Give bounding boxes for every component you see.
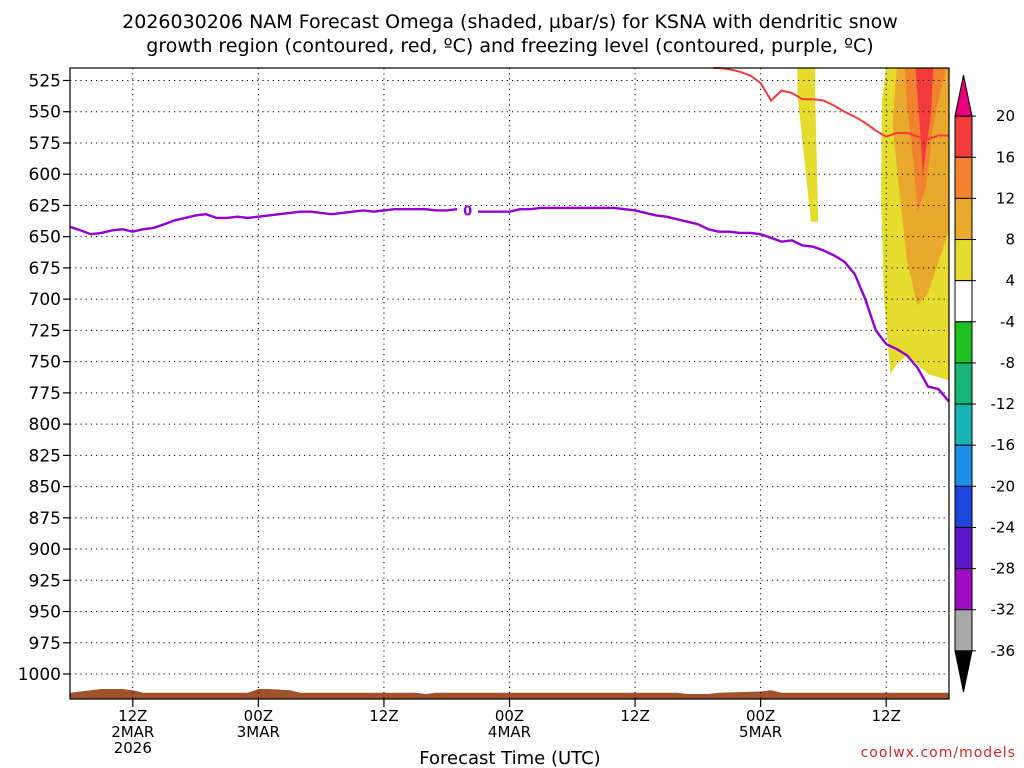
y-tick-label-600: 600 xyxy=(29,165,61,185)
colorbar-swatch-12 xyxy=(954,568,973,611)
colorbar-swatch-13 xyxy=(954,609,973,652)
colorbar: 20 16 12 8 4 -4 -8 -12 -16 -20 -24 -28 -32 -36 xyxy=(954,74,1016,693)
y-tick-label-625: 625 xyxy=(29,196,61,216)
y-tick-label-1000: 1000 xyxy=(18,665,61,685)
x-tick-label-18-0: 00Z xyxy=(244,707,273,725)
y-tick-label-725: 725 xyxy=(29,321,61,341)
chart-title-line-2: growth region (contoured, red, ºC) and f… xyxy=(146,35,873,57)
x-tick-label-66-1: 5MAR xyxy=(739,723,782,741)
colorbar-label-1: 16 xyxy=(996,148,1015,166)
colorbar-label-9: -20 xyxy=(991,477,1016,495)
y-tick-label-850: 850 xyxy=(29,478,61,498)
y-tick-label-750: 750 xyxy=(29,353,61,373)
colorbar-swatch-6 xyxy=(954,321,973,364)
colorbar-label-8: -16 xyxy=(991,436,1016,454)
colorbar-swatch-2 xyxy=(954,156,973,199)
x-tick-label-18-1: 3MAR xyxy=(237,723,280,741)
colorbar-label-10: -24 xyxy=(991,518,1016,536)
colorbar-label-7: -12 xyxy=(991,395,1016,413)
colorbar-label-2: 12 xyxy=(996,189,1015,207)
x-tick-label-66-0: 00Z xyxy=(746,707,775,725)
x-tick-label-42-1: 4MAR xyxy=(488,723,531,741)
colorbar-swatch-7 xyxy=(954,362,973,405)
colorbar-swatch-4 xyxy=(954,239,973,282)
x-tick-label-6-0: 12Z xyxy=(118,707,147,725)
colorbar-arrow-bottom xyxy=(954,650,973,693)
grid-lines xyxy=(70,68,949,699)
y-tick-label-925: 925 xyxy=(29,571,61,591)
freezing-level-line-east xyxy=(478,206,950,403)
colorbar-swatch-9 xyxy=(954,444,973,487)
y-tick-label-950: 950 xyxy=(29,603,61,623)
freezing-level-label: 0 xyxy=(463,204,472,219)
y-tick-label-825: 825 xyxy=(29,446,61,466)
x-tick-label-54-0: 12Z xyxy=(620,707,649,725)
y-axis-ticks: 525 550 575 600 625 650 675 700 725 750 775 800 825 8… xyxy=(18,71,70,685)
y-tick-label-775: 775 xyxy=(29,384,61,404)
colorbar-label-11: -28 xyxy=(991,560,1016,578)
colorbar-label-0: 20 xyxy=(996,107,1015,125)
y-tick-label-800: 800 xyxy=(29,415,61,435)
colorbar-swatch-11 xyxy=(954,526,973,570)
y-tick-label-575: 575 xyxy=(29,134,61,154)
freezing-level-line-west xyxy=(69,207,458,236)
x-tick-label-78-0: 12Z xyxy=(872,707,901,725)
colorbar-swatch-10 xyxy=(954,485,973,528)
x-tick-label-6-2: 2026 xyxy=(114,739,152,757)
omega-region-0 xyxy=(797,68,819,222)
y-tick-label-700: 700 xyxy=(29,290,61,310)
colorbar-swatch-1 xyxy=(954,115,973,158)
colorbar-swatch-8 xyxy=(954,403,973,446)
omega-shading xyxy=(797,68,949,381)
y-tick-label-675: 675 xyxy=(29,259,61,279)
x-tick-label-42-0: 00Z xyxy=(495,707,524,725)
dendritic-growth-contour xyxy=(713,67,949,141)
y-tick-label-550: 550 xyxy=(29,103,61,123)
colorbar-swatch-3 xyxy=(954,197,973,241)
y-tick-label-525: 525 xyxy=(29,71,61,91)
credit-text: coolwx.com/models xyxy=(861,745,1016,761)
omega-region-4 xyxy=(915,68,934,175)
colorbar-arrow-top xyxy=(954,74,973,117)
y-tick-label-975: 975 xyxy=(29,634,61,654)
colorbar-label-13: -36 xyxy=(991,642,1016,660)
x-axis-label: Forecast Time (UTC) xyxy=(419,748,600,768)
colorbar-label-12: -32 xyxy=(991,601,1016,619)
plot-area: 0 xyxy=(69,67,950,700)
colorbar-swatch-5 xyxy=(954,280,973,323)
y-tick-label-900: 900 xyxy=(29,540,61,560)
surface-terrain xyxy=(70,689,949,699)
colorbar-label-4: 4 xyxy=(1005,272,1015,290)
x-tick-label-30-0: 12Z xyxy=(369,707,398,725)
dgz-contour-line xyxy=(713,67,949,141)
colorbar-label-3: 8 xyxy=(1005,231,1015,249)
chart-title-line-1: 2026030206 NAM Forecast Omega (shaded, µ… xyxy=(122,11,898,33)
y-tick-label-875: 875 xyxy=(29,509,61,529)
y-tick-label-650: 650 xyxy=(29,228,61,248)
colorbar-label-6: -8 xyxy=(1000,354,1015,372)
freezing-level-contour: 0 xyxy=(69,204,950,403)
surface-terrain-fill xyxy=(70,689,949,699)
x-tick-label-6-1: 2MAR xyxy=(111,723,154,741)
colorbar-label-5: -4 xyxy=(1000,313,1015,331)
